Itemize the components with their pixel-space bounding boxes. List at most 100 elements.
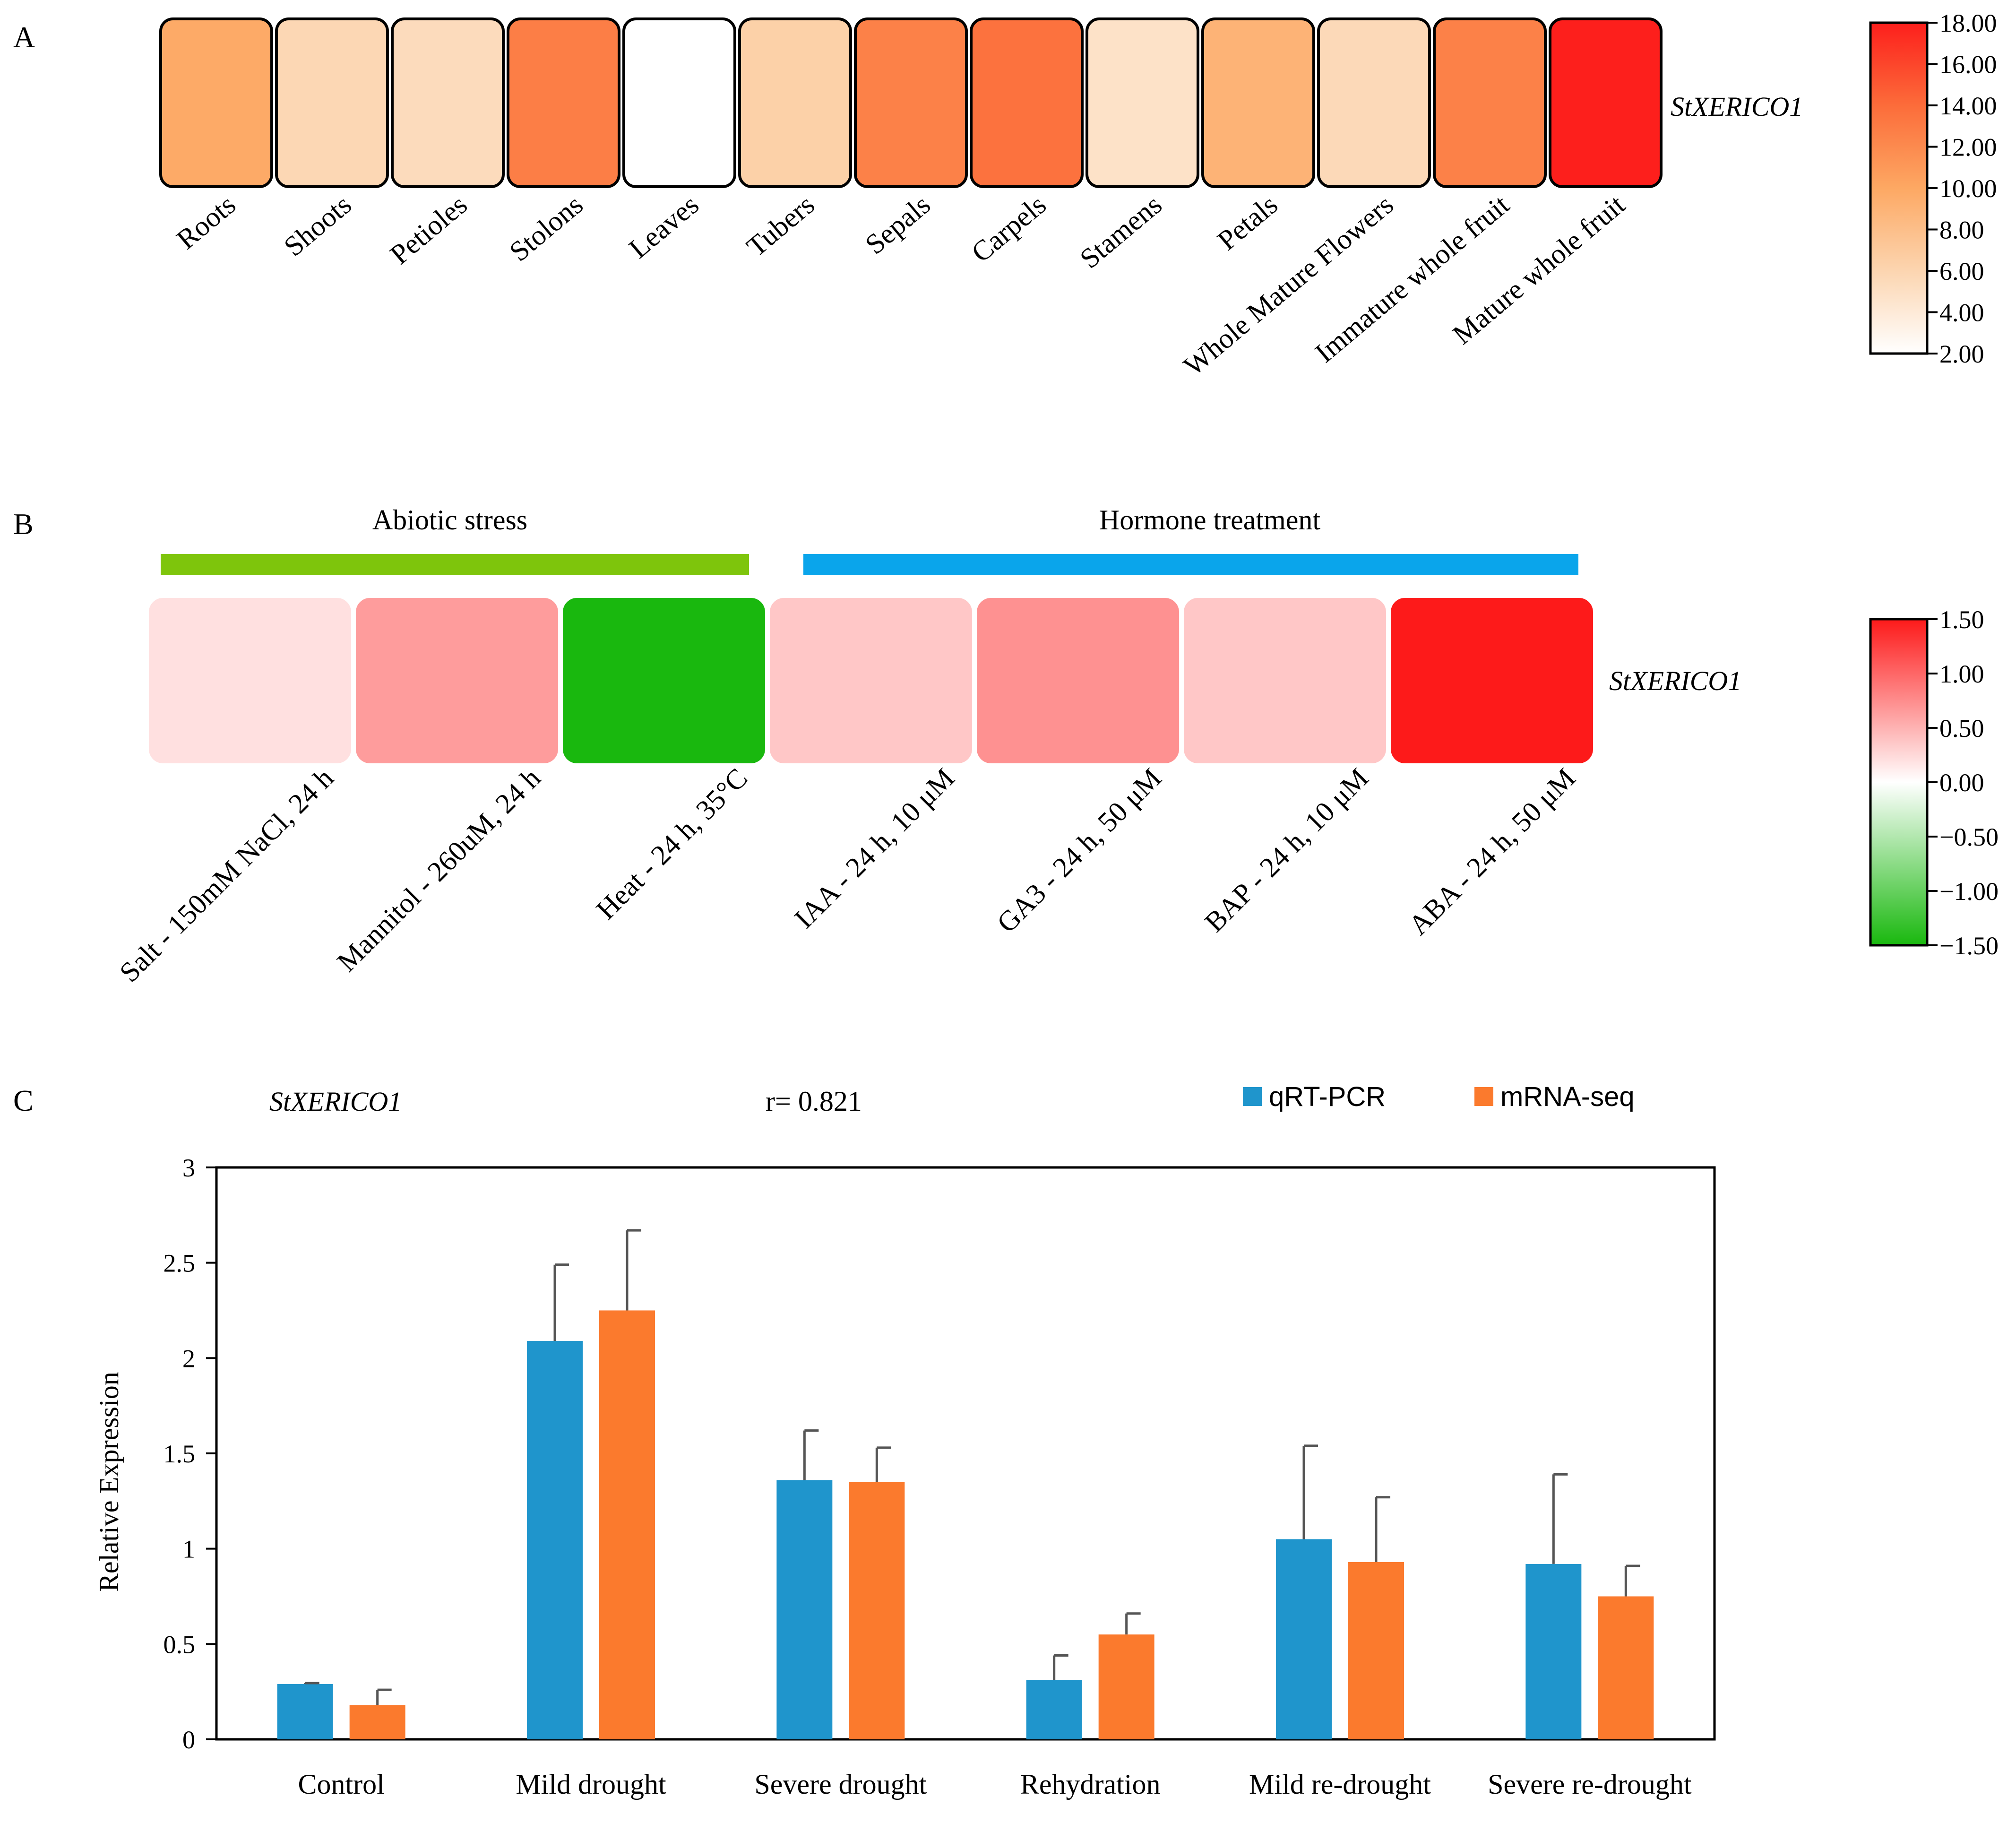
colorbar-a-tick-label: 12.00	[1939, 133, 1997, 162]
heatmap-a-cell	[622, 17, 736, 188]
heatmap-a-cell	[391, 17, 505, 188]
panel-a-colorbar: 18.00 16.00 14.00 12.00 10.00 8.00 6.00 4.00 2.0…	[1869, 9, 1997, 368]
legend-label: mRNA-seq	[1500, 1081, 1635, 1112]
correlation-annotation: r= 0.821	[766, 1086, 862, 1117]
y-tick-label: 0.5	[164, 1630, 196, 1659]
bar-mrna-seq	[599, 1310, 655, 1739]
colorbar-a-gradient	[1869, 21, 1929, 355]
panel-letter-b: B	[13, 507, 34, 541]
bar-mrna-seq	[849, 1482, 905, 1739]
panel-c-axes: 0 0.5 1 1.5 2 2.5 3	[164, 1154, 1716, 1754]
panel-c-bars	[277, 1310, 1654, 1739]
group-bar	[803, 554, 1578, 575]
heatmap-b-cell	[356, 598, 558, 763]
colorbar-a-tick-label: 2.00	[1939, 340, 1984, 368]
panel-b-cells	[149, 598, 1593, 763]
panel-c-legend: qRT-PCR mRNA-seq	[1243, 1081, 1635, 1112]
heatmap-b-cell	[1391, 598, 1593, 763]
y-tick-label: 2.5	[164, 1249, 196, 1278]
bar-mrna-seq	[1348, 1562, 1404, 1739]
y-axis-label: Relative Expression	[94, 1372, 124, 1592]
heatmap-b-cell	[770, 598, 972, 763]
heatmap-b-category-label: ABA - 24 h, 50 μM	[1403, 762, 1581, 941]
panel-c-error-bars	[304, 1229, 1640, 1705]
heatmap-a-category-label: Petioles	[384, 189, 473, 270]
heatmap-a-category-label: Carpels	[965, 189, 1052, 268]
heatmap-a-category-label: Stamens	[1074, 189, 1168, 274]
heatmap-a-category-label: Shoots	[278, 189, 357, 262]
heatmap-a-cell	[1201, 17, 1315, 188]
bar-qrt-pcr	[1026, 1680, 1082, 1739]
colorbar-a-tick-label: 4.00	[1939, 299, 1984, 327]
panel-b-row-label: StXERICO1	[1609, 665, 1741, 696]
panel-a-labels: Roots Shoots Petioles Stolons Leaves Tubers Se…	[171, 189, 1631, 381]
bar-qrt-pcr	[1525, 1564, 1582, 1739]
y-tick-label: 1	[182, 1535, 195, 1564]
heatmap-b-cell	[563, 598, 765, 763]
heatmap-b-category-label: Heat - 24 h, 35°C	[590, 762, 753, 925]
panel-a-row-label: StXERICO1	[1671, 91, 1803, 122]
colorbar-a-tick-label: 8.00	[1939, 216, 1984, 244]
heatmap-a-category-label: Petals	[1212, 189, 1284, 256]
x-tick-label: Rehydration	[1020, 1769, 1161, 1800]
colorbar-a-tick-label: 14.00	[1939, 92, 1997, 120]
heatmap-a-cell	[1433, 17, 1547, 188]
panel-c-title: StXERICO1	[269, 1086, 402, 1117]
plot-frame	[215, 1166, 1716, 1741]
heatmap-b-category-label: BAP - 24 h, 10 μM	[1198, 762, 1374, 938]
panel-letter-a: A	[13, 20, 35, 54]
heatmap-a-category-label: Tubers	[741, 189, 820, 262]
heatmap-a-category-label: Immature whole fruit	[1309, 189, 1515, 369]
x-tick-label: Mild re-drought	[1249, 1769, 1431, 1800]
heatmap-b-cell	[977, 598, 1179, 763]
panel-a: A Roots Shoots Petioles Stolons Leaves Tubers…	[13, 9, 1997, 382]
colorbar-a-tick-label: 6.00	[1939, 257, 1984, 285]
heatmap-a-cell	[159, 17, 273, 188]
heatmap-b-category-label: Salt - 150mM NaCl, 24 h	[113, 762, 339, 988]
y-tick-label: 0	[182, 1726, 195, 1754]
bar-mrna-seq	[1598, 1596, 1654, 1739]
colorbar-a-tick-label: 18.00	[1939, 9, 1997, 37]
colorbar-b-tick-label: 0.00	[1939, 769, 1984, 797]
legend-swatch	[1474, 1087, 1493, 1106]
heatmap-a-category-label: Stolons	[503, 189, 588, 267]
heatmap-a-category-label: Sepals	[859, 189, 936, 260]
bar-qrt-pcr	[776, 1480, 833, 1739]
panel-b-group-bars: Abiotic stress Hormone treatment	[161, 504, 1578, 575]
y-tick-label: 3	[182, 1154, 195, 1182]
group-label: Hormone treatment	[1099, 504, 1320, 536]
panel-letter-c: C	[13, 1084, 34, 1117]
colorbar-b-tick-label: −1.00	[1939, 877, 1999, 906]
panel-c: C StXERICO1 r= 0.821 qRT-PCR mRNA-seq 0 0.…	[13, 1081, 1716, 1800]
colorbar-a-tick-label: 16.00	[1939, 51, 1997, 79]
bar-qrt-pcr	[277, 1684, 333, 1739]
bar-qrt-pcr	[1276, 1539, 1332, 1739]
panel-a-cells	[159, 17, 1663, 188]
heatmap-a-cell	[738, 17, 852, 188]
panel-b: B Abiotic stress Hormone treatment Salt -…	[13, 504, 1999, 988]
x-tick-label: Mild drought	[516, 1769, 666, 1800]
x-tick-label: Severe drought	[754, 1769, 927, 1800]
heatmap-a-category-label: Roots	[171, 189, 241, 255]
heatmap-a-cell	[1317, 17, 1431, 188]
colorbar-b-gradient	[1869, 618, 1929, 947]
x-tick-label: Severe re-drought	[1488, 1769, 1692, 1800]
colorbar-a-tick-label: 10.00	[1939, 174, 1997, 203]
group-bar	[161, 554, 749, 575]
heatmap-a-category-label: Whole Mature Flowers	[1178, 189, 1399, 381]
heatmap-b-category-label: GA3 - 24 h, 50 μM	[991, 762, 1167, 939]
heatmap-a-category-label: Leaves	[623, 189, 705, 264]
heatmap-a-cell	[1086, 17, 1199, 188]
colorbar-b-tick-label: 1.50	[1939, 605, 1984, 634]
heatmap-b-cell	[149, 598, 351, 763]
x-tick-label: Control	[298, 1769, 384, 1800]
group-label: Abiotic stress	[372, 504, 527, 536]
y-tick-label: 1.5	[164, 1440, 196, 1468]
legend-swatch	[1243, 1087, 1262, 1106]
colorbar-b-tick-label: 1.00	[1939, 660, 1984, 688]
bar-mrna-seq	[349, 1705, 405, 1739]
panel-b-colorbar: 1.50 1.00 0.50 0.00 −0.50 −1.00 −1.50	[1869, 605, 1999, 960]
heatmap-b-category-label: IAA - 24 h, 10 μM	[788, 762, 960, 934]
legend-label: qRT-PCR	[1269, 1081, 1386, 1112]
